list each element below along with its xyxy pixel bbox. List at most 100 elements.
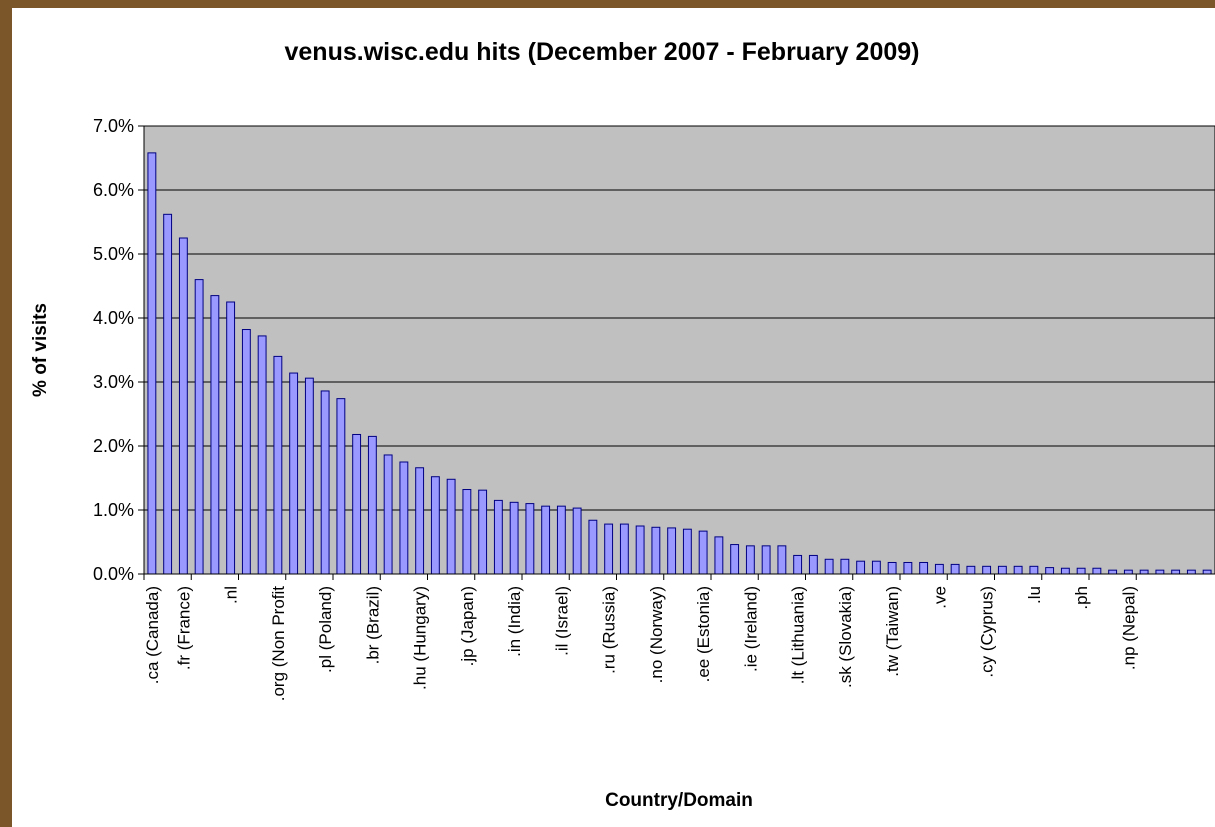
bar (651, 526, 661, 575)
x-category-label: .ph (1072, 586, 1091, 610)
bar (1045, 567, 1055, 575)
bar (304, 377, 314, 575)
bar (399, 461, 409, 575)
bar (667, 527, 677, 575)
x-category-label: .no (Norway) (647, 586, 666, 683)
bar (871, 560, 881, 575)
axes (143, 126, 1215, 580)
bar (714, 536, 724, 575)
bar (1013, 565, 1023, 575)
bar (745, 545, 755, 575)
x-category-label: .ru (Russia) (600, 586, 619, 674)
bar (1139, 569, 1149, 575)
x-category-label: .nl (222, 586, 241, 604)
bar (147, 152, 157, 575)
bar (997, 565, 1007, 575)
bar (226, 301, 236, 575)
bar (572, 507, 582, 575)
x-category-label: .br (Brazil) (363, 586, 382, 664)
bar (383, 454, 393, 575)
x-category-label: .np (Nepal) (1119, 586, 1138, 670)
bar (824, 558, 834, 575)
bar (840, 558, 850, 575)
bar (1155, 569, 1165, 575)
x-category-label: .jp (Japan) (458, 586, 477, 666)
x-category-label: .ie (Ireland) (741, 586, 760, 672)
bar (493, 499, 503, 575)
plot-area (143, 125, 1215, 575)
bar (352, 433, 362, 575)
chart-title: venus.wisc.edu hits (December 2007 - Feb… (285, 38, 920, 66)
bar (194, 279, 204, 575)
bar (273, 355, 283, 575)
bar (320, 390, 330, 575)
bars (147, 152, 1212, 575)
x-category-label: .lu (1025, 586, 1044, 604)
bar (178, 237, 188, 575)
x-category-label: .ee (Estonia) (694, 586, 713, 682)
bar (415, 467, 425, 575)
bar (1108, 569, 1118, 575)
bar (163, 213, 173, 575)
x-category-label: .il (Israel) (552, 586, 571, 656)
y-tick-label: 5.0% (93, 244, 134, 264)
bar (541, 505, 551, 575)
x-category-label: .pl (Poland) (316, 586, 335, 673)
x-category-label: .cy (Cyprus) (978, 586, 997, 678)
chart-frame: venus.wisc.edu hits (December 2007 - Feb… (12, 8, 1215, 827)
y-tick-label: 1.0% (93, 500, 134, 520)
y-tick-label: 2.0% (93, 436, 134, 456)
bar-chart: venus.wisc.edu hits (December 2007 - Feb… (30, 38, 1215, 811)
bar (698, 530, 708, 575)
bar (241, 329, 251, 575)
bar (950, 563, 960, 575)
bar (1029, 565, 1039, 575)
x-category-label: .hu (Hungary) (411, 586, 430, 690)
bar (289, 372, 299, 575)
y-tick-label: 3.0% (93, 372, 134, 392)
bar (934, 563, 944, 575)
bar (257, 335, 267, 575)
y-tick-label: 7.0% (93, 116, 134, 136)
y-tick-label: 4.0% (93, 308, 134, 328)
y-tick-label: 6.0% (93, 180, 134, 200)
x-category-label: .ve (930, 586, 949, 609)
bar (1076, 567, 1086, 575)
bar (682, 528, 692, 575)
bar (1123, 569, 1133, 575)
bar (604, 523, 614, 575)
bar (887, 561, 897, 575)
bar (478, 489, 488, 575)
y-tick-labels: 0.0% 1.0% 2.0% 3.0% 4.0% 5.0% 6.0% 7.0% (93, 116, 134, 584)
bar (730, 544, 740, 575)
bar (367, 435, 377, 575)
x-category-label: .sk (Slovakia) (836, 586, 855, 688)
bar (1060, 567, 1070, 575)
x-category-label: .lt (Lithuania) (789, 586, 808, 684)
bar (966, 565, 976, 575)
y-axis-title: % of visits (30, 303, 51, 397)
bar (446, 478, 456, 575)
bar (761, 545, 771, 575)
x-axis-title: Country/Domain (605, 790, 753, 811)
x-category-label: .ca (Canada) (143, 586, 162, 684)
bar (525, 503, 535, 575)
bar (509, 501, 519, 575)
x-category-label: .in (India) (505, 586, 524, 657)
bar (919, 561, 929, 575)
bar (1092, 567, 1102, 575)
bar (556, 505, 566, 575)
bar (856, 560, 866, 575)
bar (336, 398, 346, 575)
bar (793, 554, 803, 575)
x-category-label: .fr (France) (174, 586, 193, 670)
bar (635, 525, 645, 575)
x-category-label: .tw (Taiwan) (883, 586, 902, 677)
bar (777, 545, 787, 575)
bar (588, 519, 598, 575)
bar (808, 554, 818, 575)
bar (430, 476, 440, 575)
bar (1171, 569, 1181, 575)
bar (1202, 569, 1212, 575)
bar (462, 489, 472, 575)
